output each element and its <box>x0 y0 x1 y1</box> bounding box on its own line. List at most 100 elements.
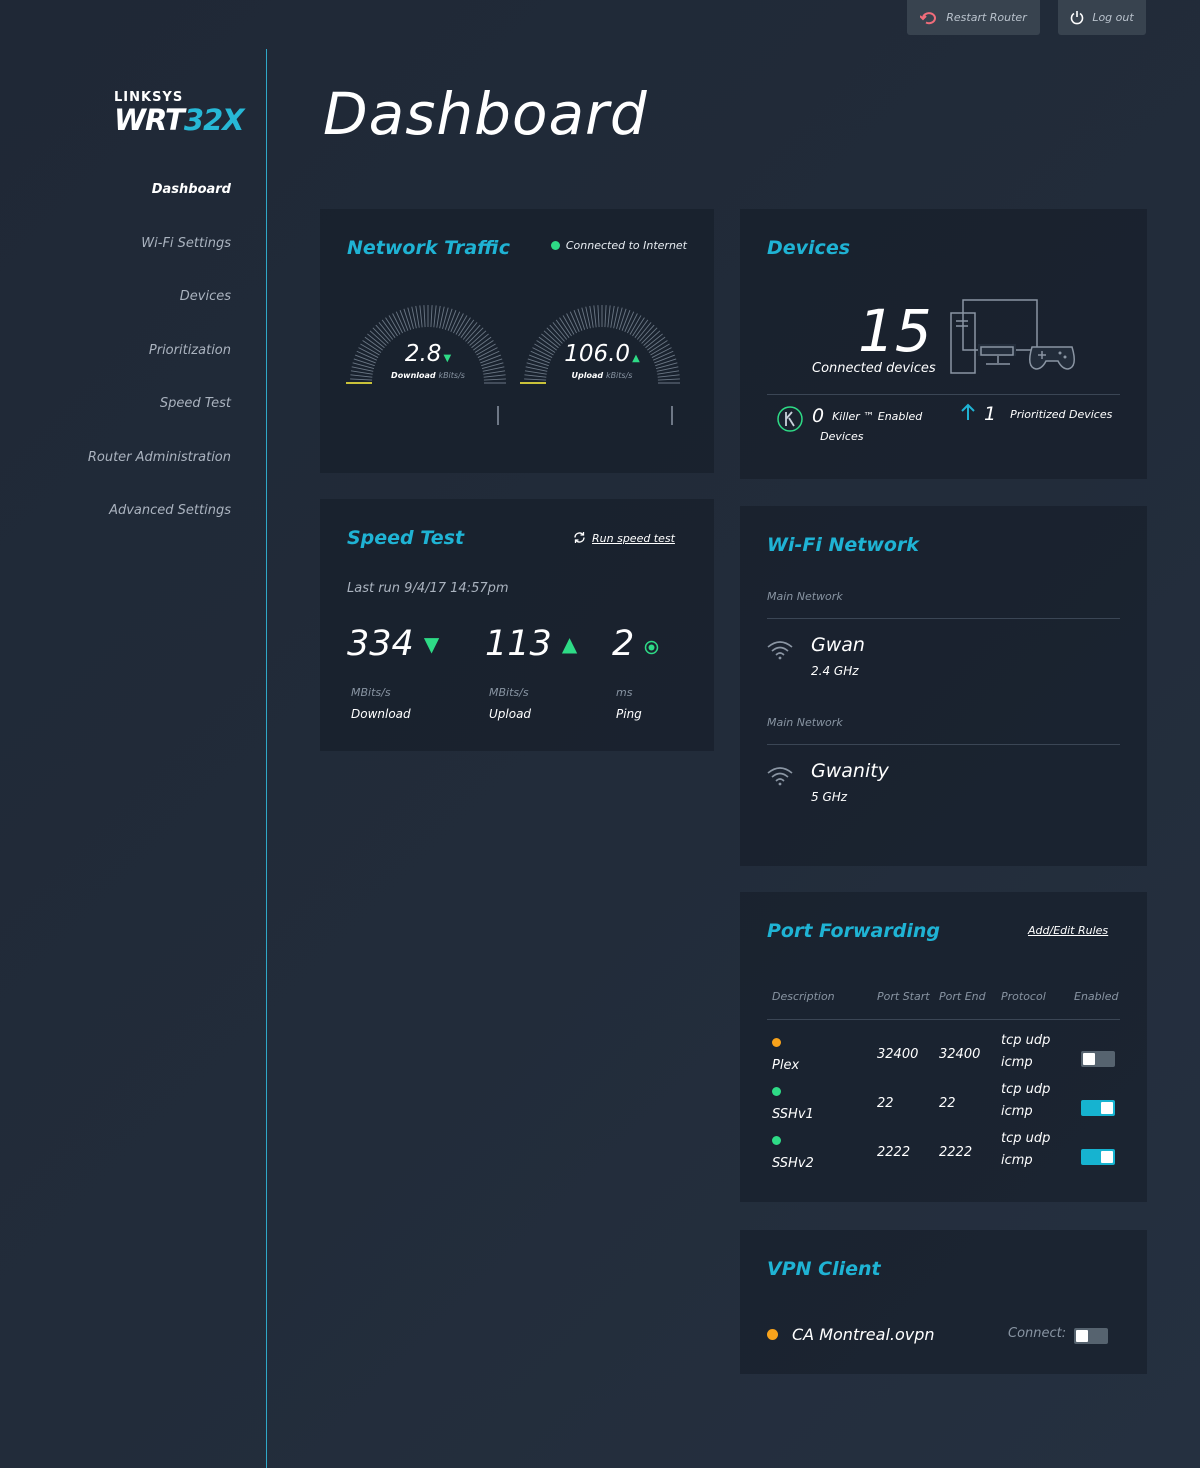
wifi-network-band: 2.4 GHz <box>811 664 859 678</box>
logout-label: Log out <box>1092 11 1134 24</box>
prioritized-label: Prioritized Devices <box>1010 407 1113 421</box>
table-row: Plex 32400 32400 tcp udp icmp <box>740 1033 1147 1087</box>
upload-gauge: 106.0 ▲ Upload kBits/s <box>520 301 684 441</box>
gauge-tick <box>483 370 506 375</box>
upload-gauge-value-row: 106.0 ▲ <box>520 341 684 367</box>
gauge-tick <box>559 317 572 337</box>
gauge-tick <box>481 358 503 367</box>
row-port-end: 32400 <box>939 1047 981 1062</box>
gauge-tick <box>453 313 464 334</box>
run-speed-test-link-row[interactable]: Run speed test <box>573 529 675 548</box>
network-traffic-title: Network Traffic <box>347 237 511 259</box>
gauge-tick <box>407 307 414 330</box>
linksys-logo: LINKSYS WRT32X <box>114 90 245 135</box>
gauge-tick <box>375 324 391 342</box>
wifi-icon <box>767 766 793 804</box>
gauge-tick <box>378 322 394 340</box>
gauge-tick <box>641 327 658 344</box>
internet-status: Connected to Internet <box>550 239 687 252</box>
row-port-end: 22 <box>939 1096 956 1111</box>
killer-label-devices: Devices <box>820 430 864 443</box>
sidebar-nav: Dashboard Wi-Fi Settings Devices Priorit… <box>88 178 231 553</box>
gauge-tick <box>355 354 376 364</box>
down-arrow-icon: ▼ <box>443 353 452 364</box>
nav-item-prioritization[interactable]: Prioritization <box>148 342 231 358</box>
network-traffic-card: Network Traffic Connected to Internet 2.… <box>320 209 714 473</box>
wifi-network-item[interactable]: Gwan 2.4 GHz <box>767 634 865 678</box>
col-header-port-end: Port End <box>939 990 986 1003</box>
gauge-tick <box>399 310 409 331</box>
arrow-up-icon <box>960 403 976 425</box>
enabled-toggle[interactable] <box>1081 1149 1115 1165</box>
ping-metric-row: 2 <box>612 624 659 664</box>
status-dot <box>772 1136 781 1145</box>
download-metric: 334 ▼ MBits/s Download <box>347 624 439 721</box>
gauge-tick <box>536 340 556 353</box>
gauge-tick <box>458 317 471 337</box>
gauge-tick <box>543 330 561 346</box>
wifi-divider <box>767 618 1120 619</box>
download-gauge-value-row: 2.8 ▼ <box>346 341 510 367</box>
ping-value: 2 <box>612 624 635 664</box>
gauge-tick <box>562 315 575 335</box>
gauge-tick <box>532 347 553 358</box>
vpn-profile-name: CA Montreal.ovpn <box>792 1325 935 1344</box>
vpn-connect-label: Connect: <box>1008 1326 1067 1341</box>
restart-router-button[interactable]: Restart Router <box>907 0 1040 35</box>
killer-devices: 0 Killer ™ Enabled Devices <box>776 405 922 447</box>
gauge-tick <box>358 347 379 358</box>
row-description: SSHv1 <box>772 1107 814 1122</box>
gauge-tick <box>538 336 557 351</box>
gauge-tick <box>369 330 387 346</box>
internet-status-label: Connected to Internet <box>565 239 687 252</box>
table-row: SSHv1 22 22 tcp udp icmp <box>740 1082 1147 1136</box>
devices-card: Devices 15 Connected devices 0 Killer ™ … <box>740 209 1147 479</box>
nav-item-wifi-settings[interactable]: Wi-Fi Settings <box>141 235 231 251</box>
gauge-tick <box>610 305 615 328</box>
row-description: SSHv2 <box>772 1156 814 1171</box>
gauge-tick <box>593 305 597 328</box>
ping-metric: 2 ms Ping <box>612 624 659 721</box>
nav-item-speed-test[interactable]: Speed Test <box>159 396 231 411</box>
download-speed-value: 334 <box>347 624 414 664</box>
toggle-knob <box>1083 1053 1095 1065</box>
download-gauge-arc <box>346 305 506 425</box>
row-port-start: 22 <box>877 1096 894 1111</box>
gauge-tick <box>364 336 383 351</box>
nav-item-advanced-settings[interactable]: Advanced Settings <box>109 503 231 518</box>
wifi-network-title: Wi-Fi Network <box>767 534 919 556</box>
wifi-icon <box>767 640 793 678</box>
logout-button[interactable]: Log out <box>1058 0 1146 35</box>
wifi-network-item[interactable]: Gwanity 5 GHz <box>767 760 889 804</box>
gauge-tick <box>367 333 385 349</box>
gauge-tick <box>657 374 680 378</box>
gauge-tick <box>388 315 401 335</box>
run-speed-test-link[interactable]: Run speed test <box>592 532 675 545</box>
row-protocol: tcp udp icmp <box>1001 1033 1051 1070</box>
upload-gauge-arc <box>520 305 680 425</box>
toggle-knob <box>1101 1151 1113 1163</box>
add-edit-rules-link[interactable]: Add/Edit Rules <box>1028 924 1109 937</box>
download-gauge-label-row: Download kBits/s <box>346 371 510 380</box>
col-header-protocol: Protocol <box>1001 990 1046 1003</box>
upload-gauge-label-row: Upload kBits/s <box>520 371 684 380</box>
enabled-toggle[interactable] <box>1081 1100 1115 1116</box>
gauge-tick <box>552 322 568 340</box>
gauge-tick <box>419 305 423 328</box>
port-forwarding-title: Port Forwarding <box>767 920 940 942</box>
devices-title: Devices <box>767 237 851 259</box>
nav-item-devices[interactable]: Devices <box>179 289 231 304</box>
gauge-tick <box>618 308 627 330</box>
row-protocol: tcp udp icmp <box>1001 1131 1051 1168</box>
gauge-tick <box>403 308 412 330</box>
gauge-tick <box>589 305 594 328</box>
nav-item-router-administration[interactable]: Router Administration <box>87 449 231 465</box>
vpn-connect-toggle[interactable] <box>1074 1328 1108 1344</box>
nav-item-dashboard[interactable]: Dashboard <box>151 182 231 197</box>
gauge-tick <box>648 340 668 353</box>
gauge-tick <box>350 370 373 375</box>
wifi-network-text: Gwanity 5 GHz <box>811 760 889 804</box>
enabled-toggle[interactable] <box>1081 1051 1115 1067</box>
connected-devices-label: Connected devices <box>812 361 936 376</box>
gauge-tick <box>439 306 445 329</box>
